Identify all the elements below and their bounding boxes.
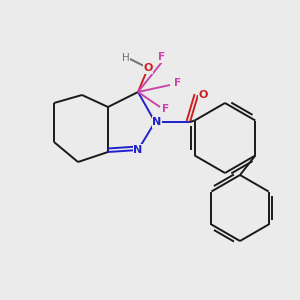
Text: H: H xyxy=(122,53,130,63)
Text: F: F xyxy=(174,78,182,88)
Text: O: O xyxy=(198,90,208,100)
Text: N: N xyxy=(152,117,162,127)
Text: F: F xyxy=(162,104,169,114)
Text: O: O xyxy=(143,63,153,73)
Text: F: F xyxy=(158,52,166,62)
Text: N: N xyxy=(134,145,142,155)
